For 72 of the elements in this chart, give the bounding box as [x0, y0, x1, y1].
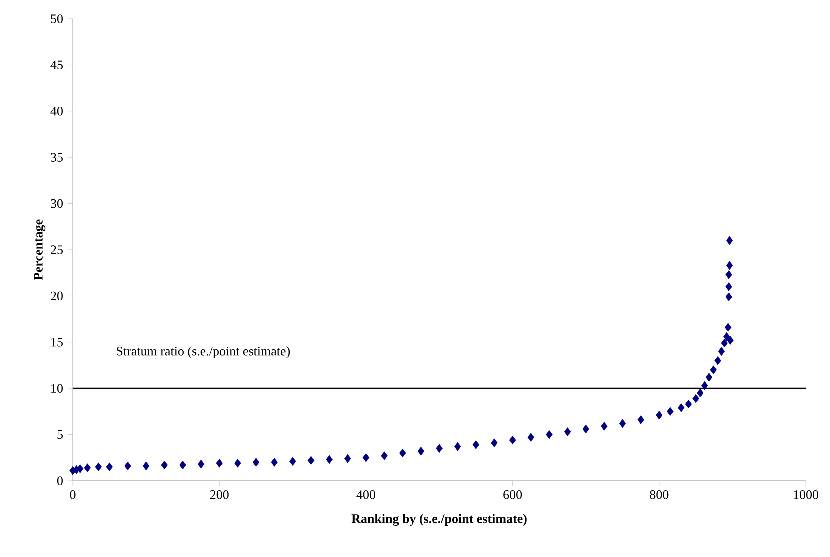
point — [198, 460, 205, 469]
point — [726, 261, 734, 270]
point — [619, 419, 626, 428]
point — [400, 448, 406, 458]
point — [381, 452, 388, 460]
point — [472, 440, 480, 450]
point — [252, 458, 260, 467]
point — [344, 454, 352, 464]
point — [436, 444, 443, 454]
point — [142, 462, 150, 471]
point — [106, 462, 114, 472]
point — [714, 356, 722, 366]
point — [721, 338, 728, 348]
point — [638, 416, 644, 424]
y-tick-label: 10 — [52, 384, 63, 393]
x-tick-label: 800 — [650, 490, 669, 500]
point — [271, 458, 278, 467]
point — [290, 457, 296, 466]
y-tick-label: 30 — [51, 199, 63, 208]
point — [454, 442, 462, 452]
point — [326, 455, 333, 464]
point — [234, 459, 242, 468]
point — [726, 292, 732, 302]
point — [546, 430, 553, 440]
y-tick-label: 15 — [52, 338, 63, 347]
y-tick-label: 35 — [51, 153, 63, 162]
x-axis-title: Ranking by (s.e./point estimate) — [352, 514, 527, 526]
y-tick-label: 45 — [50, 60, 63, 70]
y-tick-label: 25 — [51, 246, 63, 254]
point — [528, 433, 534, 442]
y-axis-title: Percentage — [34, 220, 46, 280]
point — [697, 388, 704, 398]
point — [724, 323, 732, 332]
point — [656, 410, 663, 420]
point — [491, 438, 498, 448]
point — [362, 453, 370, 462]
point — [706, 373, 713, 382]
y-tick-label: 5 — [58, 430, 63, 440]
point — [692, 394, 700, 404]
point — [726, 282, 732, 292]
point — [702, 381, 708, 390]
point — [678, 404, 685, 412]
point — [418, 447, 425, 456]
point — [308, 456, 315, 466]
x-tick-label: 400 — [356, 490, 376, 500]
point — [723, 332, 730, 342]
point — [84, 464, 92, 472]
point — [180, 460, 186, 470]
point — [726, 270, 732, 280]
x-tick-label: 1000 — [794, 490, 819, 500]
point — [685, 400, 692, 409]
point — [601, 422, 608, 431]
y-tick-label: 20 — [51, 292, 63, 301]
y-tick-label: 40 — [50, 107, 63, 116]
point — [710, 366, 718, 375]
y-tick-label: 50 — [51, 14, 63, 24]
y-tick-label: 0 — [57, 476, 63, 486]
point — [124, 462, 132, 471]
point — [95, 462, 102, 472]
ref-line-label: Stratum ratio (s.e./point estimate) — [117, 346, 290, 358]
point — [582, 424, 590, 434]
point — [161, 460, 168, 470]
point — [564, 428, 572, 436]
point — [718, 347, 726, 356]
point — [667, 407, 674, 416]
point — [216, 459, 223, 468]
x-tick-label: 600 — [504, 490, 522, 500]
point — [727, 336, 734, 345]
point — [726, 236, 734, 246]
point — [509, 436, 516, 445]
x-tick-label: 200 — [210, 490, 229, 500]
x-tick-label: 0 — [70, 490, 76, 500]
